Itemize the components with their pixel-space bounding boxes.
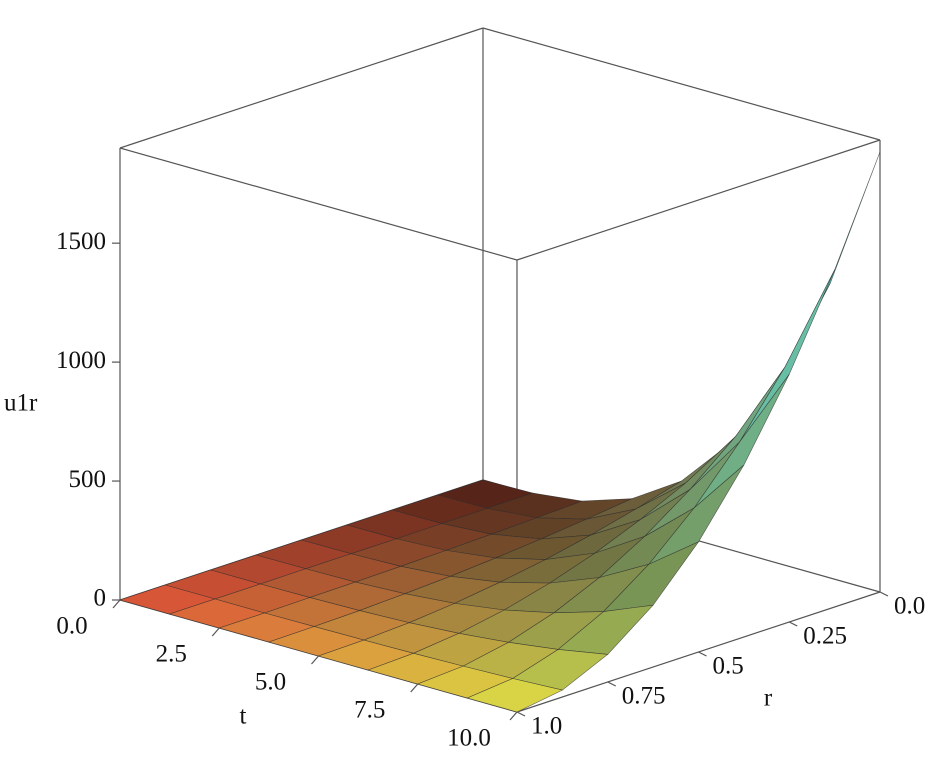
y-tick-label: 0.75 bbox=[622, 683, 666, 710]
frame-edge bbox=[516, 139, 881, 261]
surface-patch bbox=[694, 374, 790, 509]
x-tick-label: 7.5 bbox=[354, 697, 385, 724]
y-tick bbox=[698, 651, 707, 657]
surface-patch bbox=[784, 151, 881, 368]
x-tick bbox=[112, 599, 121, 609]
x-tick-label: 0.0 bbox=[56, 613, 87, 640]
frame-edge bbox=[119, 27, 484, 149]
x-tick bbox=[509, 711, 518, 721]
y-tick-label: 0.0 bbox=[894, 593, 925, 620]
x-tick-label: 10.0 bbox=[447, 725, 491, 752]
x-tick bbox=[311, 655, 319, 665]
frame-edge bbox=[482, 27, 881, 141]
x-axis-label: t bbox=[240, 703, 247, 730]
axes: 0 500 1000 1500 0.0 2.5 5.0 7.5 10.0 0.0 0.25 0.5 0.… bbox=[56, 228, 925, 752]
x-tick-label: 5.0 bbox=[255, 669, 286, 696]
z-axis-label: u1r bbox=[4, 390, 38, 417]
y-tick bbox=[516, 711, 526, 717]
y-axis-label: r bbox=[764, 685, 773, 712]
y-tick-label: 0.25 bbox=[803, 623, 847, 650]
surface bbox=[118, 151, 881, 713]
y-tick bbox=[879, 591, 889, 597]
y-tick-label: 0.5 bbox=[713, 653, 744, 680]
y-tick bbox=[788, 621, 798, 627]
z-tick-label: 1500 bbox=[56, 228, 106, 255]
x-tick bbox=[211, 627, 220, 637]
y-tick-label: 1.0 bbox=[531, 713, 562, 740]
x-tick bbox=[410, 683, 419, 693]
x-tick-label: 2.5 bbox=[156, 641, 187, 668]
z-tick-label: 1000 bbox=[56, 347, 106, 374]
frame-edge bbox=[119, 147, 518, 261]
z-tick-label: 0 bbox=[94, 585, 107, 612]
y-tick bbox=[607, 681, 617, 687]
z-tick-label: 500 bbox=[69, 466, 107, 493]
